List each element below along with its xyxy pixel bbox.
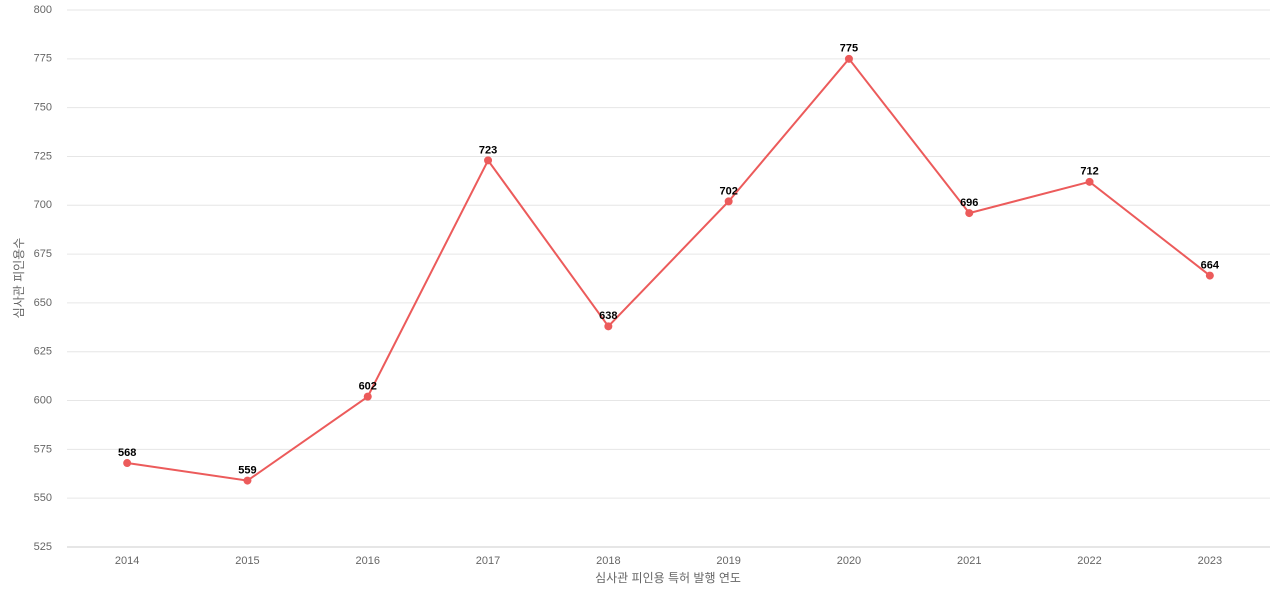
y-tick-label: 775 — [34, 53, 52, 65]
point — [724, 197, 733, 206]
point — [484, 156, 493, 165]
data-label: 702 — [719, 185, 737, 197]
data-label: 775 — [840, 43, 858, 55]
point — [604, 322, 613, 331]
x-tick-label: 2021 — [957, 555, 981, 567]
y-tick-label: 750 — [34, 102, 52, 114]
y-tick-label: 725 — [34, 150, 52, 162]
point — [243, 476, 252, 485]
y-tick-label: 525 — [34, 541, 52, 553]
y-tick-label: 675 — [34, 248, 52, 260]
x-tick-label: 2018 — [596, 555, 620, 567]
y-tick-label: 550 — [34, 492, 52, 504]
x-tick-label: 2017 — [476, 555, 500, 567]
x-axis-label: 심사관 피인용 특허 발행 연도 — [595, 570, 741, 585]
y-tick-label: 575 — [34, 443, 52, 455]
point — [965, 209, 974, 218]
data-label: 712 — [1080, 166, 1098, 178]
y-tick-label: 650 — [34, 297, 52, 309]
point — [1085, 177, 1094, 186]
point — [123, 459, 132, 468]
x-tick-label: 2022 — [1077, 555, 1101, 567]
y-tick-label: 800 — [34, 4, 52, 16]
data-label: 696 — [960, 197, 978, 209]
point — [844, 54, 853, 63]
y-tick-label: 600 — [34, 394, 52, 406]
y-axis-label: 심사관 피인용수 — [12, 238, 26, 319]
point — [363, 392, 372, 401]
data-label: 602 — [359, 381, 377, 393]
data-label: 664 — [1201, 259, 1220, 271]
x-tick-label: 2019 — [716, 555, 740, 567]
x-tick-label: 2014 — [115, 555, 139, 567]
line — [127, 57, 1211, 482]
x-tick-label: 2023 — [1198, 555, 1222, 567]
point — [1205, 271, 1214, 280]
y-tick-label: 700 — [34, 199, 52, 211]
data-label: 638 — [599, 310, 617, 322]
data-label: 559 — [238, 465, 256, 477]
data-label: 723 — [479, 144, 497, 156]
x-tick-label: 2015 — [235, 555, 259, 567]
y-tick-label: 625 — [34, 346, 52, 358]
x-tick-label: 2016 — [356, 555, 380, 567]
x-tick-label: 2020 — [837, 555, 861, 567]
data-label: 568 — [118, 447, 136, 459]
